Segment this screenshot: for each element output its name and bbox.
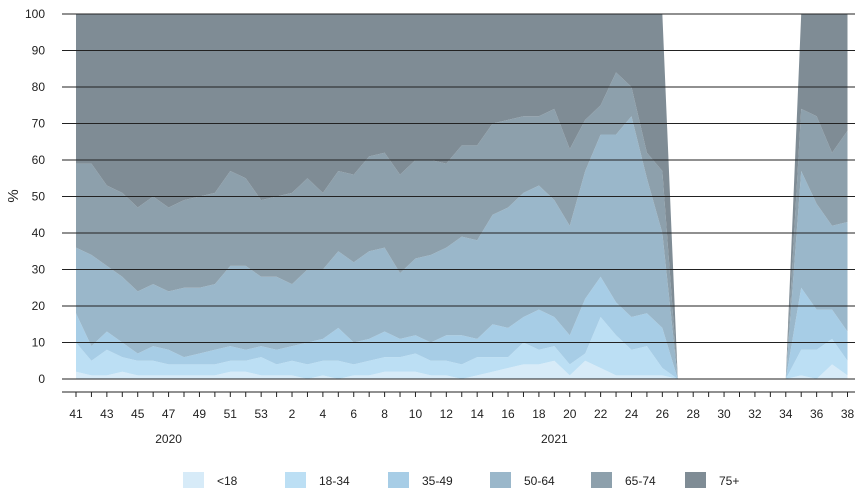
legend-label: 18-34 [319,474,350,488]
area-series-6 [76,14,848,379]
legend-label: 65-74 [625,474,656,488]
x-tick-label: 18 [532,407,546,421]
x-tick-label: 49 [193,407,207,421]
y-tick-label: 80 [32,80,46,94]
x-tick-label: 45 [131,407,145,421]
y-tick-label: 0 [38,372,45,386]
legend-label: 50-64 [524,474,555,488]
x-tick-label: 36 [810,407,824,421]
x-tick-label: 14 [471,407,485,421]
x-tick-label: 10 [409,407,423,421]
y-tick-label: 60 [32,153,46,167]
area-layer [76,14,848,380]
x-tick-label: 12 [440,407,454,421]
y-axis: 0 10 20 30 40 50 60 70 80 90 100 [25,7,45,386]
x-tick-label: 4 [320,407,327,421]
area-series-4 [76,116,848,379]
legend-swatch [685,472,706,488]
x-tick-label: 38 [841,407,855,421]
area-series-3 [76,276,848,379]
y-tick-label: 30 [32,263,46,277]
x-tick-label: 20 [563,407,577,421]
y-tick-label: 10 [32,336,46,350]
x-tick-label: 43 [100,407,114,421]
area-series-5 [76,72,848,380]
x-tick-label: 26 [656,407,670,421]
x-tick-label: 51 [224,407,238,421]
x-tick-label: 32 [748,407,762,421]
y-tick-label: 40 [32,226,46,240]
area-series-1 [76,360,848,379]
x-year-label: 2020 [155,432,182,446]
y-tick-label: 100 [25,7,45,21]
x-tick-label: 30 [717,407,731,421]
legend-swatch [183,472,204,488]
x-tick-label: 34 [779,407,793,421]
y-axis-label: % [5,189,22,202]
legend-label: 75+ [719,474,739,488]
legend-label: <18 [217,474,238,488]
x-tick-label: 41 [69,407,83,421]
x-tick-label: 47 [162,407,176,421]
legend-swatch [388,472,409,488]
grid-lines [62,13,855,380]
x-tick-label: 28 [687,407,701,421]
y-tick-label: 90 [32,44,46,58]
x-tick-label: 8 [381,407,388,421]
x-tick-label: 22 [594,407,608,421]
legend-swatch [490,472,511,488]
y-tick-label: 70 [32,117,46,131]
x-tick-label: 2 [289,407,296,421]
legend: <18 18-34 35-49 50-64 65-74 75+ [183,472,739,488]
y-tick-label: 20 [32,299,46,313]
x-tick-label: 6 [350,407,357,421]
x-axis: 41 43 45 47 49 51 53 2 4 6 8 10 12 14 16 18 20 22 24 26 28 30… [62,391,855,446]
x-tick-label: 16 [501,407,515,421]
x-year-label: 2021 [541,432,568,446]
legend-label: 35-49 [422,474,453,488]
legend-swatch [591,472,612,488]
legend-swatch [285,472,306,488]
area-series-2 [76,316,848,379]
x-tick-label: 53 [254,407,268,421]
x-tick-label: 24 [625,407,639,421]
y-tick-label: 50 [32,190,46,204]
